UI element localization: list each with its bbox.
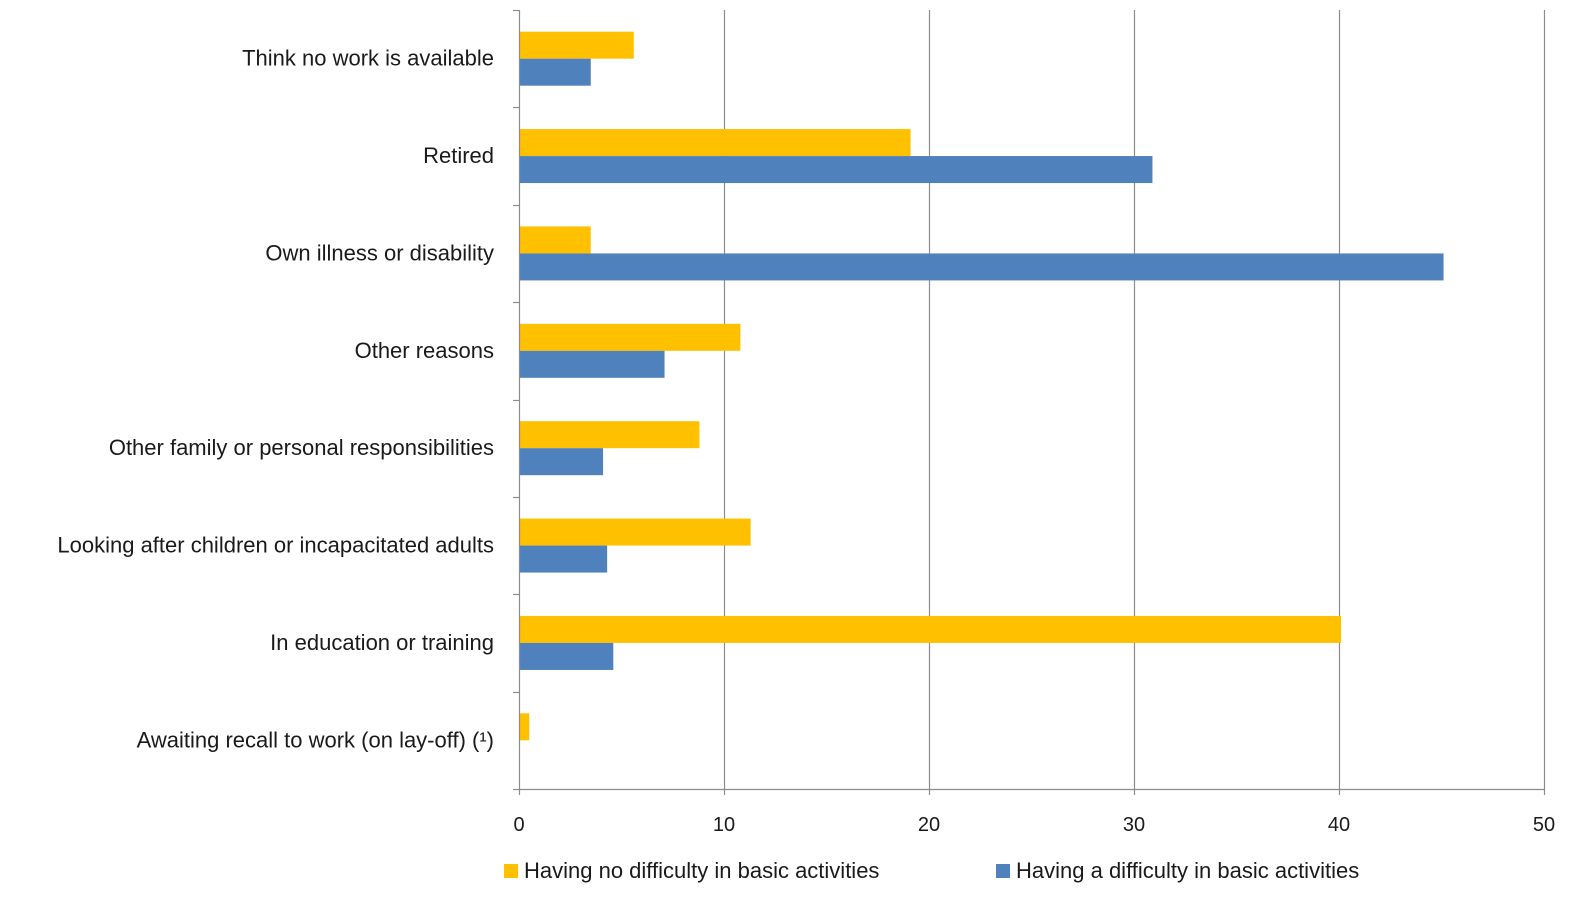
bar-other-reasons-series-1 [520, 323, 741, 351]
bar-think-no-work-is-available-series-1 [520, 31, 634, 59]
category-label-think-no-work-is-available: Think no work is available [242, 46, 494, 71]
axes [513, 9, 1546, 795]
category-label-retired: Retired [423, 143, 494, 168]
bar-in-education-or-training-series-1 [520, 615, 1342, 643]
category-label-other-family-or-personal-responsibilities: Other family or personal responsibilitie… [109, 435, 494, 460]
bars [520, 31, 1444, 741]
bar-retired-series-2 [520, 156, 1153, 184]
bar-think-no-work-is-available-series-2 [520, 58, 591, 86]
bar-own-illness-or-disability-series-2 [520, 253, 1444, 281]
category-label-own-illness-or-disability: Own illness or disability [265, 240, 494, 265]
x-tick-label: 40 [1328, 814, 1350, 836]
x-tick-labels: 0 10 20 30 40 50 [513, 814, 1555, 836]
bar-other-reasons-series-2 [520, 350, 665, 378]
category-label-looking-after-children-or-incapacitated-adults: Looking after children or incapacitated … [57, 533, 494, 558]
bar-awaiting-recall-to-work-on-lay-off-series-1 [520, 713, 530, 741]
x-tick-label: 30 [1123, 814, 1145, 836]
bar-own-illness-or-disability-series-1 [520, 226, 591, 254]
category-label-other-reasons: Other reasons [355, 338, 494, 363]
x-tick-label: 10 [713, 814, 735, 836]
bar-retired-series-1 [520, 129, 911, 157]
gridlines [723, 10, 1546, 789]
legend-swatch [996, 864, 1010, 878]
category-labels: Think no work is available Retired Own ill… [57, 46, 494, 753]
x-tick-label: 0 [513, 814, 524, 836]
bar-other-family-or-personal-responsibilities-series-2 [520, 448, 604, 476]
legend: Having no difficulty in basic activities… [504, 858, 1359, 883]
legend-label: Having a difficulty in basic activities [1016, 858, 1359, 883]
bar-other-family-or-personal-responsibilities-series-1 [520, 421, 700, 449]
legend-swatch [504, 864, 518, 878]
bar-looking-after-children-or-incapacitated-adults-series-2 [520, 545, 608, 573]
x-tick-label: 20 [918, 814, 940, 836]
category-label-awaiting-recall-to-work-on-lay-off: Awaiting recall to work (on lay-off) (¹) [137, 727, 494, 752]
bar-looking-after-children-or-incapacitated-adults-series-1 [520, 518, 751, 546]
x-tick-label: 50 [1533, 814, 1555, 836]
category-label-in-education-or-training: In education or training [270, 630, 494, 655]
legend-item-1: Having no difficulty in basic activities [504, 858, 879, 883]
legend-label: Having no difficulty in basic activities [524, 858, 879, 883]
bar-in-education-or-training-series-2 [520, 642, 614, 670]
legend-item-2: Having a difficulty in basic activities [996, 858, 1359, 883]
